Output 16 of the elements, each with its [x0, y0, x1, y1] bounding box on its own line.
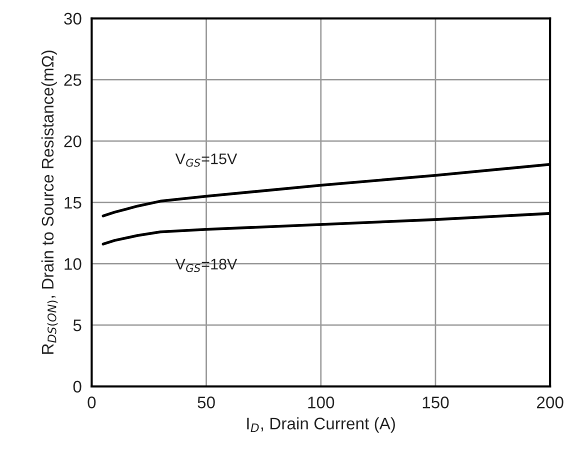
x-tick-label: 0: [88, 396, 96, 408]
x-tick-label: 150: [422, 396, 449, 408]
y-tick-label: 15: [64, 196, 82, 209]
y-tick-label: 10: [64, 258, 82, 270]
y-tick-label: 5: [73, 320, 82, 332]
y-tick-label: 30: [64, 12, 82, 25]
y-tick-label: 0: [73, 380, 82, 393]
y-tick-label: 25: [64, 74, 82, 86]
annotation: V$_{GS}$=15V: [175, 154, 238, 167]
x-tick-label: 100: [308, 396, 334, 408]
x-tick-label: 200: [537, 396, 564, 408]
annotation: V$_{GS}$=18V: [175, 258, 238, 272]
y-axis-title: R$_{DS(ON)}$, Drain to Source Resistance(mΩ): [41, 50, 58, 354]
y-tick-label: 20: [64, 135, 82, 148]
x-axis-title: I$_{D}$, Drain Current (A): [247, 417, 395, 433]
x-tick-label: 50: [198, 396, 215, 408]
